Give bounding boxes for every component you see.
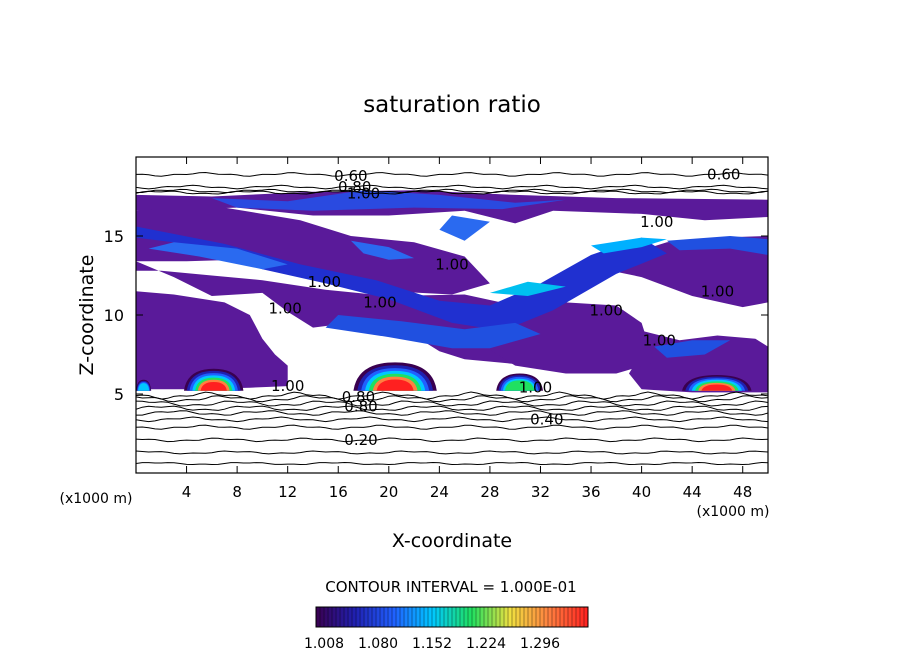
- contour-line: [136, 461, 768, 466]
- colorbar-labels: 1.008 1.080 1.152 1.224 1.296: [304, 636, 560, 652]
- contour-label: 1.00: [347, 184, 380, 202]
- right-blue-streak: [666, 236, 768, 255]
- contour-line: [136, 171, 768, 177]
- colorbar-stripes: [315, 607, 589, 627]
- contour-line: [136, 184, 768, 190]
- contour-line: [136, 190, 768, 195]
- contour-label: 1.00: [640, 213, 673, 231]
- contour-label: 1.00: [643, 331, 676, 349]
- contour-line: [136, 405, 768, 411]
- supersaturation-region: [138, 383, 150, 391]
- supersaturation-region: [200, 382, 227, 391]
- x-units-label: (x1000 m): [697, 504, 770, 520]
- colorbar-tick-label: 1.080: [358, 636, 398, 652]
- contour-line: [136, 391, 768, 400]
- y-axis-label: Z-coordinate: [76, 255, 98, 376]
- right-lower-streak: [654, 340, 731, 358]
- left-blue-streak: [148, 242, 288, 270]
- contour-label: 0.20: [344, 431, 377, 449]
- colorbar: [315, 606, 589, 628]
- contour-line: [136, 400, 768, 407]
- supersaturation-region: [376, 379, 414, 391]
- upper-blue-streak: [211, 190, 566, 211]
- contour-line: [136, 410, 768, 416]
- left-cloud-region: [136, 207, 490, 295]
- contour-line: [136, 416, 768, 423]
- x-tick-label: 24: [430, 483, 449, 501]
- x-tick-label: 36: [581, 483, 600, 501]
- supersaturation-region: [701, 384, 733, 391]
- contour-labels: 0.600.801.000.601.001.001.001.001.00 1.00…: [268, 165, 740, 448]
- field-layer: [136, 190, 768, 393]
- x-tick-label: 16: [329, 483, 348, 501]
- center-right-region: [489, 302, 655, 374]
- x-tick-label: 12: [278, 483, 297, 501]
- lower-left-region: [136, 291, 288, 390]
- cyan-patch: [489, 281, 566, 296]
- cyan-streak: [591, 237, 667, 254]
- center-blue-patch: [350, 240, 415, 260]
- contour-label: 0.60: [334, 167, 367, 185]
- contour-label: 0.60: [707, 165, 740, 183]
- supersaturation-region: [504, 380, 535, 391]
- contour-label: 0.40: [530, 410, 563, 428]
- x-tick-label: 4: [182, 483, 192, 501]
- contour-line: [136, 424, 768, 430]
- upper-center-patch: [439, 215, 490, 241]
- contour-label: 1.00: [519, 379, 552, 397]
- main-blue-streak: [136, 226, 667, 331]
- x-tick-label: 40: [632, 483, 651, 501]
- y-units-label: (x1000 m): [60, 491, 133, 507]
- contour-lines: [136, 171, 768, 466]
- contour-label: 1.00: [271, 377, 304, 395]
- contour-label: 1.00: [308, 273, 341, 291]
- colorbar-tick-label: 1.008: [304, 636, 344, 652]
- colorbar-tick-label: 1.152: [412, 636, 452, 652]
- contour-line: [136, 437, 768, 443]
- colorbar-tick-label: 1.296: [520, 636, 560, 652]
- y-tick-label: 5: [114, 385, 124, 404]
- contour-interval-label: CONTOUR INTERVAL = 1.000E-01: [325, 578, 576, 596]
- contour-label: 1.00: [590, 301, 623, 319]
- contour-label: 1.00: [701, 282, 734, 300]
- contour-line: [136, 395, 768, 403]
- x-tick-label: 44: [683, 483, 702, 501]
- contour-label: 0.80: [344, 398, 377, 416]
- contour-label: 0.80: [342, 388, 375, 406]
- x-axis-ticks: 4 8 12 16 20 24 28 32 36 40 44 48: [182, 157, 752, 501]
- contour-line: [136, 188, 768, 194]
- x-tick-label: 20: [379, 483, 398, 501]
- x-tick-label: 48: [733, 483, 752, 501]
- y-tick-label: 15: [104, 227, 124, 246]
- contour-label: 1.00: [363, 293, 396, 311]
- contour-label: 1.00: [268, 300, 301, 318]
- contour-label: 1.00: [435, 255, 468, 273]
- contour-label: 0.80: [338, 178, 371, 196]
- chart-title: saturation ratio: [363, 92, 541, 118]
- x-tick-label: 32: [531, 483, 550, 501]
- x-tick-label: 8: [232, 483, 242, 501]
- lower-blue-streak: [325, 315, 541, 349]
- y-axis-ticks: 5 10 15: [104, 227, 768, 404]
- x-tick-label: 28: [480, 483, 499, 501]
- y-tick-label: 10: [104, 306, 124, 325]
- colorbar-tick-label: 1.224: [466, 636, 506, 652]
- x-axis-label: X-coordinate: [392, 530, 512, 552]
- contour-line: [136, 450, 768, 455]
